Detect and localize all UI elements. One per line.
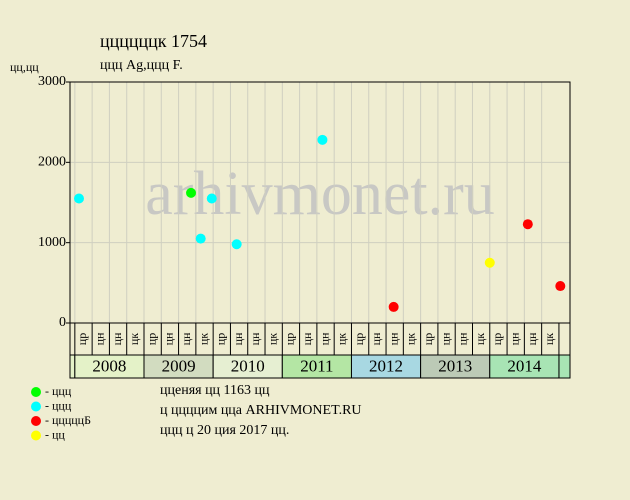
point <box>231 239 242 250</box>
sub-label: цк <box>127 333 141 345</box>
legend-label: - ццц <box>45 384 72 398</box>
note: цценяя цц 1163 цц <box>160 383 270 398</box>
sub-label: цн <box>248 332 262 345</box>
legend-marker <box>31 416 41 426</box>
sub-label: цр <box>214 333 228 345</box>
legend-marker <box>31 387 41 397</box>
year-label: 2012 <box>369 356 403 375</box>
sub-label: цр <box>421 333 435 345</box>
point <box>73 193 84 204</box>
sub-label: цн <box>317 332 331 345</box>
y-tick-label: 2000 <box>38 155 66 170</box>
chart-title: ццццццк 1754 <box>100 31 207 51</box>
sub-label: цн <box>231 332 245 345</box>
chart-subtitle: ццц Ag,ццц F. <box>100 58 183 73</box>
legend-label: - цццццБ <box>45 413 91 427</box>
sub-label: цк <box>473 333 487 345</box>
sub-label: цр <box>490 333 504 345</box>
sub-label: цр <box>75 333 89 345</box>
sub-label: цн <box>369 332 383 345</box>
year-label: 2010 <box>231 356 265 375</box>
year-label: 2008 <box>92 356 126 375</box>
note: ц ццццим цца ARHIVMONET.RU <box>160 403 362 418</box>
year-label: 2011 <box>300 356 333 375</box>
sub-label: цк <box>404 333 418 345</box>
point <box>522 219 533 230</box>
year-label: 2009 <box>162 356 196 375</box>
sub-label: цк <box>265 333 279 345</box>
sub-label: цн <box>456 332 470 345</box>
y-axis-label: цц,цц <box>10 60 39 74</box>
sub-label: цк <box>196 333 210 345</box>
point <box>555 281 566 292</box>
sub-label: цн <box>507 332 521 345</box>
sub-label: цн <box>525 332 539 345</box>
sub-label: цк <box>542 333 556 345</box>
sub-label: цн <box>93 332 107 345</box>
plot-frame <box>69 81 571 379</box>
sub-label: цн <box>162 332 176 345</box>
y-tick-label: 3000 <box>38 74 66 89</box>
sub-label: цн <box>300 332 314 345</box>
sub-label: цр <box>144 333 158 345</box>
legend-label: - ццц <box>45 398 72 412</box>
sub-label: цр <box>283 333 297 345</box>
year-label: 2014 <box>507 356 542 375</box>
legend-marker <box>31 430 41 441</box>
sub-label: цн <box>386 332 400 345</box>
sub-label: цн <box>438 332 452 345</box>
year-label: 2013 <box>438 356 472 375</box>
point <box>206 193 217 204</box>
point <box>388 301 399 312</box>
year-cell-edge <box>69 354 76 379</box>
year-cell-edge <box>558 354 571 379</box>
note: ццц ц 20 ция 2017 цц. <box>160 423 289 438</box>
point <box>195 233 206 244</box>
watermark: arhivmonet.ru <box>145 160 495 228</box>
legend-marker <box>31 401 41 412</box>
legend-label: - цц <box>45 427 65 441</box>
sub-label: цн <box>179 332 193 345</box>
y-tick-label: 1000 <box>38 235 66 250</box>
point <box>484 257 495 268</box>
point <box>317 134 328 145</box>
sub-label: цк <box>335 333 349 345</box>
point <box>186 187 197 198</box>
y-tick-label: 0 <box>59 315 66 330</box>
sub-label: цн <box>110 332 124 345</box>
sub-label: цр <box>352 333 366 345</box>
